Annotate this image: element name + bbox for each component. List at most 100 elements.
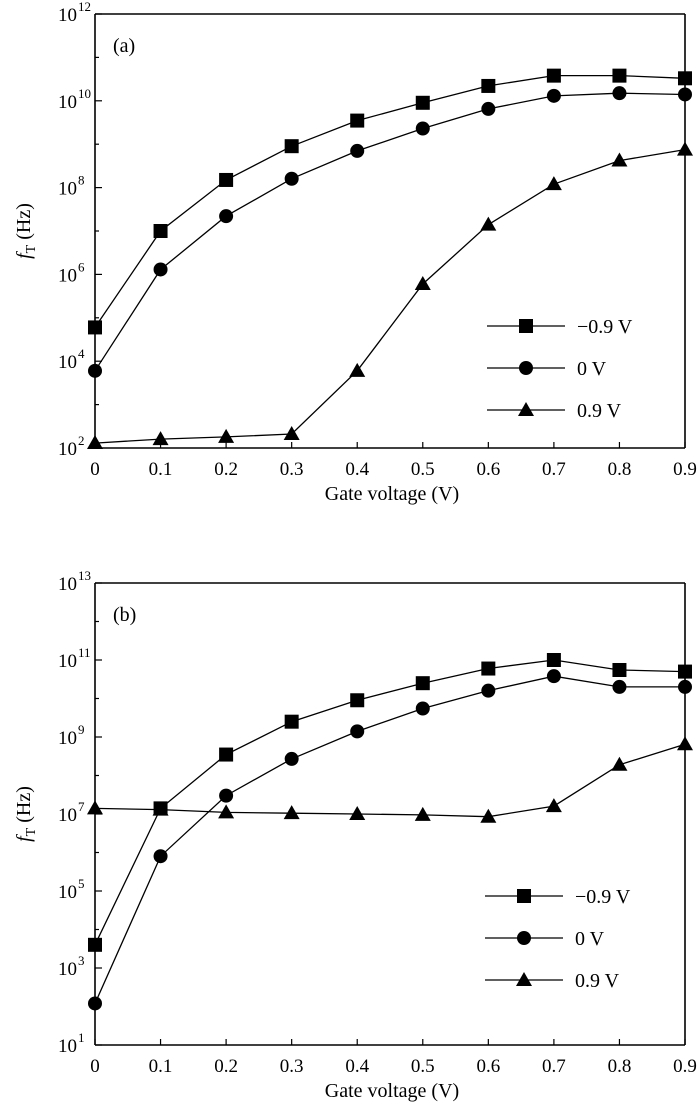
- data-point-triangle: [283, 805, 300, 820]
- legend-label: −0.9 V: [575, 886, 631, 908]
- y-tick-label: 10: [58, 1036, 77, 1057]
- y-tick-exponent: 6: [78, 259, 85, 274]
- x-axis-label: Gate voltage (V): [325, 483, 459, 505]
- data-point-square: [350, 693, 365, 708]
- data-point-square: [219, 172, 234, 187]
- data-point-triangle: [611, 756, 628, 771]
- y-tick-exponent: 7: [78, 799, 85, 814]
- y-tick-exponent: 1: [78, 1030, 85, 1045]
- series-line-square: [94, 659, 686, 946]
- data-point-circle: [415, 701, 430, 716]
- legend-marker-circle: [517, 931, 531, 945]
- series-line-square: [94, 74, 686, 328]
- x-tick-label: 0.5: [411, 459, 435, 480]
- data-point-circle: [612, 679, 627, 694]
- series-line-circle: [94, 675, 685, 1004]
- y-tick-label: 10: [58, 805, 77, 826]
- data-point-circle: [219, 209, 234, 224]
- data-point-triangle: [152, 801, 169, 816]
- data-point-triangle: [87, 435, 103, 450]
- y-tick-exponent: 2: [78, 433, 85, 448]
- y-tick-exponent: 3: [78, 953, 85, 968]
- y-tick-exponent: 5: [78, 876, 85, 891]
- data-point-triangle: [349, 806, 366, 820]
- x-tick-label: 0.3: [280, 459, 304, 480]
- data-point-circle: [678, 679, 692, 694]
- series-circle: [88, 86, 692, 378]
- data-point-triangle: [349, 362, 366, 377]
- x-tick-label: 0.8: [608, 1056, 632, 1077]
- data-point-circle: [219, 788, 234, 803]
- data-point-square: [219, 747, 234, 762]
- x-tick-label: 0.9: [673, 1056, 697, 1077]
- y-tick-exponent: 12: [78, 0, 91, 14]
- x-tick-label: 0: [90, 459, 100, 480]
- data-point-triangle: [218, 804, 235, 819]
- x-tick-label: 0: [90, 1056, 100, 1077]
- series-triangle: [87, 141, 693, 450]
- data-point-square: [612, 662, 627, 677]
- legend-label: −0.9 V: [577, 316, 633, 338]
- y-tick-label: 10: [58, 352, 77, 373]
- x-tick-label: 0.7: [542, 459, 566, 480]
- data-point-square: [350, 113, 365, 128]
- y-tick-label: 10: [58, 5, 77, 26]
- legend-marker-triangle: [518, 402, 534, 416]
- data-point-square: [481, 661, 496, 676]
- legend-marker-square: [517, 889, 531, 903]
- panel-label: (b): [113, 604, 136, 626]
- data-point-circle: [284, 751, 299, 766]
- x-tick-label: 0.7: [542, 1056, 566, 1077]
- legend-label: 0 V: [577, 358, 607, 380]
- y-tick-exponent: 4: [78, 346, 85, 361]
- data-point-square: [415, 676, 430, 691]
- series-triangle: [87, 736, 693, 823]
- data-point-triangle: [152, 431, 169, 446]
- data-point-circle: [612, 86, 627, 101]
- data-point-triangle: [677, 736, 693, 751]
- data-point-square: [284, 714, 299, 729]
- y-tick-exponent: 13: [78, 568, 91, 583]
- data-point-triangle: [545, 798, 562, 813]
- y-tick-exponent: 10: [78, 86, 91, 101]
- data-point-square: [612, 68, 627, 83]
- data-point-square: [546, 653, 561, 667]
- x-tick-label: 0.4: [345, 1056, 369, 1077]
- data-point-triangle: [611, 152, 628, 167]
- data-point-triangle: [677, 141, 693, 156]
- data-point-circle: [546, 669, 561, 684]
- legend: −0.9 V 0 V 0.9 V: [487, 316, 633, 422]
- x-tick-label: 0.4: [345, 459, 369, 480]
- x-tick-label: 0.2: [214, 459, 238, 480]
- data-point-circle: [678, 87, 692, 102]
- data-point-triangle: [414, 276, 431, 291]
- data-point-square: [284, 139, 299, 154]
- x-tick-label: 0.6: [476, 459, 500, 480]
- data-point-square: [678, 664, 692, 679]
- y-tick-label: 10: [58, 728, 77, 749]
- data-point-square: [415, 95, 430, 110]
- y-tick-exponent: 8: [78, 173, 85, 188]
- data-point-circle: [415, 121, 430, 136]
- data-point-circle: [481, 101, 496, 116]
- legend-marker-circle: [519, 361, 533, 375]
- y-axis-label: fT (Hz): [13, 203, 39, 259]
- y-tick-label: 10: [58, 651, 77, 672]
- series-line-triangle: [94, 743, 686, 818]
- panel-label: (a): [113, 35, 135, 57]
- legend-label: 0.9 V: [577, 400, 622, 422]
- data-point-square: [678, 71, 692, 86]
- legend: −0.9 V 0 V 0.9 V: [485, 886, 631, 992]
- data-point-circle: [88, 363, 102, 378]
- y-tick-exponent: 9: [78, 722, 85, 737]
- data-point-triangle: [283, 426, 300, 441]
- y-tick-label: 10: [58, 92, 77, 113]
- legend-marker-triangle: [516, 972, 532, 986]
- data-point-square: [153, 224, 168, 238]
- data-point-circle: [546, 88, 561, 103]
- series-square: [88, 68, 692, 335]
- data-point-triangle: [480, 216, 497, 231]
- series-line-triangle: [94, 148, 686, 444]
